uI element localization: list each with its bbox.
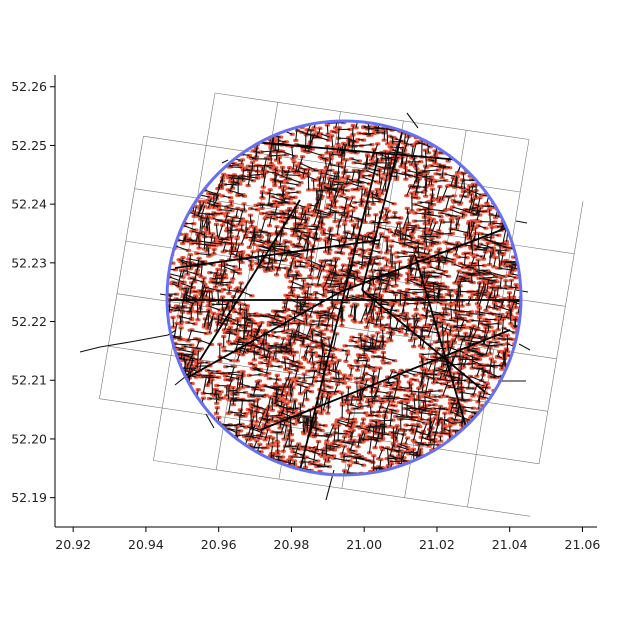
x-tick-label: 21.04: [492, 537, 528, 552]
street-network: [167, 121, 521, 475]
x-tick-label: 20.92: [55, 537, 91, 552]
y-tick-label: 52.22: [11, 314, 47, 329]
y-tick-label: 52.24: [11, 197, 47, 212]
outer-road: [406, 112, 419, 129]
y-tick-label: 52.26: [11, 79, 47, 94]
x-axis-ticks: 20.92 20.94 20.96 20.98 21.00 21.02 21.04 21.06: [55, 527, 600, 552]
x-tick-label: 20.98: [274, 537, 310, 552]
x-tick-label: 21.02: [419, 537, 455, 552]
outer-road: [205, 413, 215, 429]
y-tick-label: 52.21: [11, 373, 47, 388]
street-nodes: [167, 121, 521, 475]
y-axis-ticks: 52.19 52.20 52.21 52.22 52.23 52.24 52.25 52.26: [11, 79, 55, 505]
outer-road: [221, 159, 229, 164]
y-tick-label: 52.23: [11, 255, 47, 270]
y-tick-label: 52.19: [11, 490, 47, 505]
boundary-circle: [165, 119, 523, 477]
outer-road: [515, 220, 528, 224]
x-tick-label: 20.96: [201, 537, 237, 552]
x-tick-label: 21.00: [346, 537, 382, 552]
outer-road: [79, 329, 177, 353]
y-tick-label: 52.25: [11, 138, 47, 153]
x-tick-label: 21.06: [565, 537, 601, 552]
major-roads: [170, 121, 521, 471]
x-tick-label: 20.94: [128, 537, 164, 552]
street-segments: [167, 121, 521, 475]
outer-road: [518, 343, 531, 351]
y-tick-label: 52.20: [11, 431, 47, 446]
